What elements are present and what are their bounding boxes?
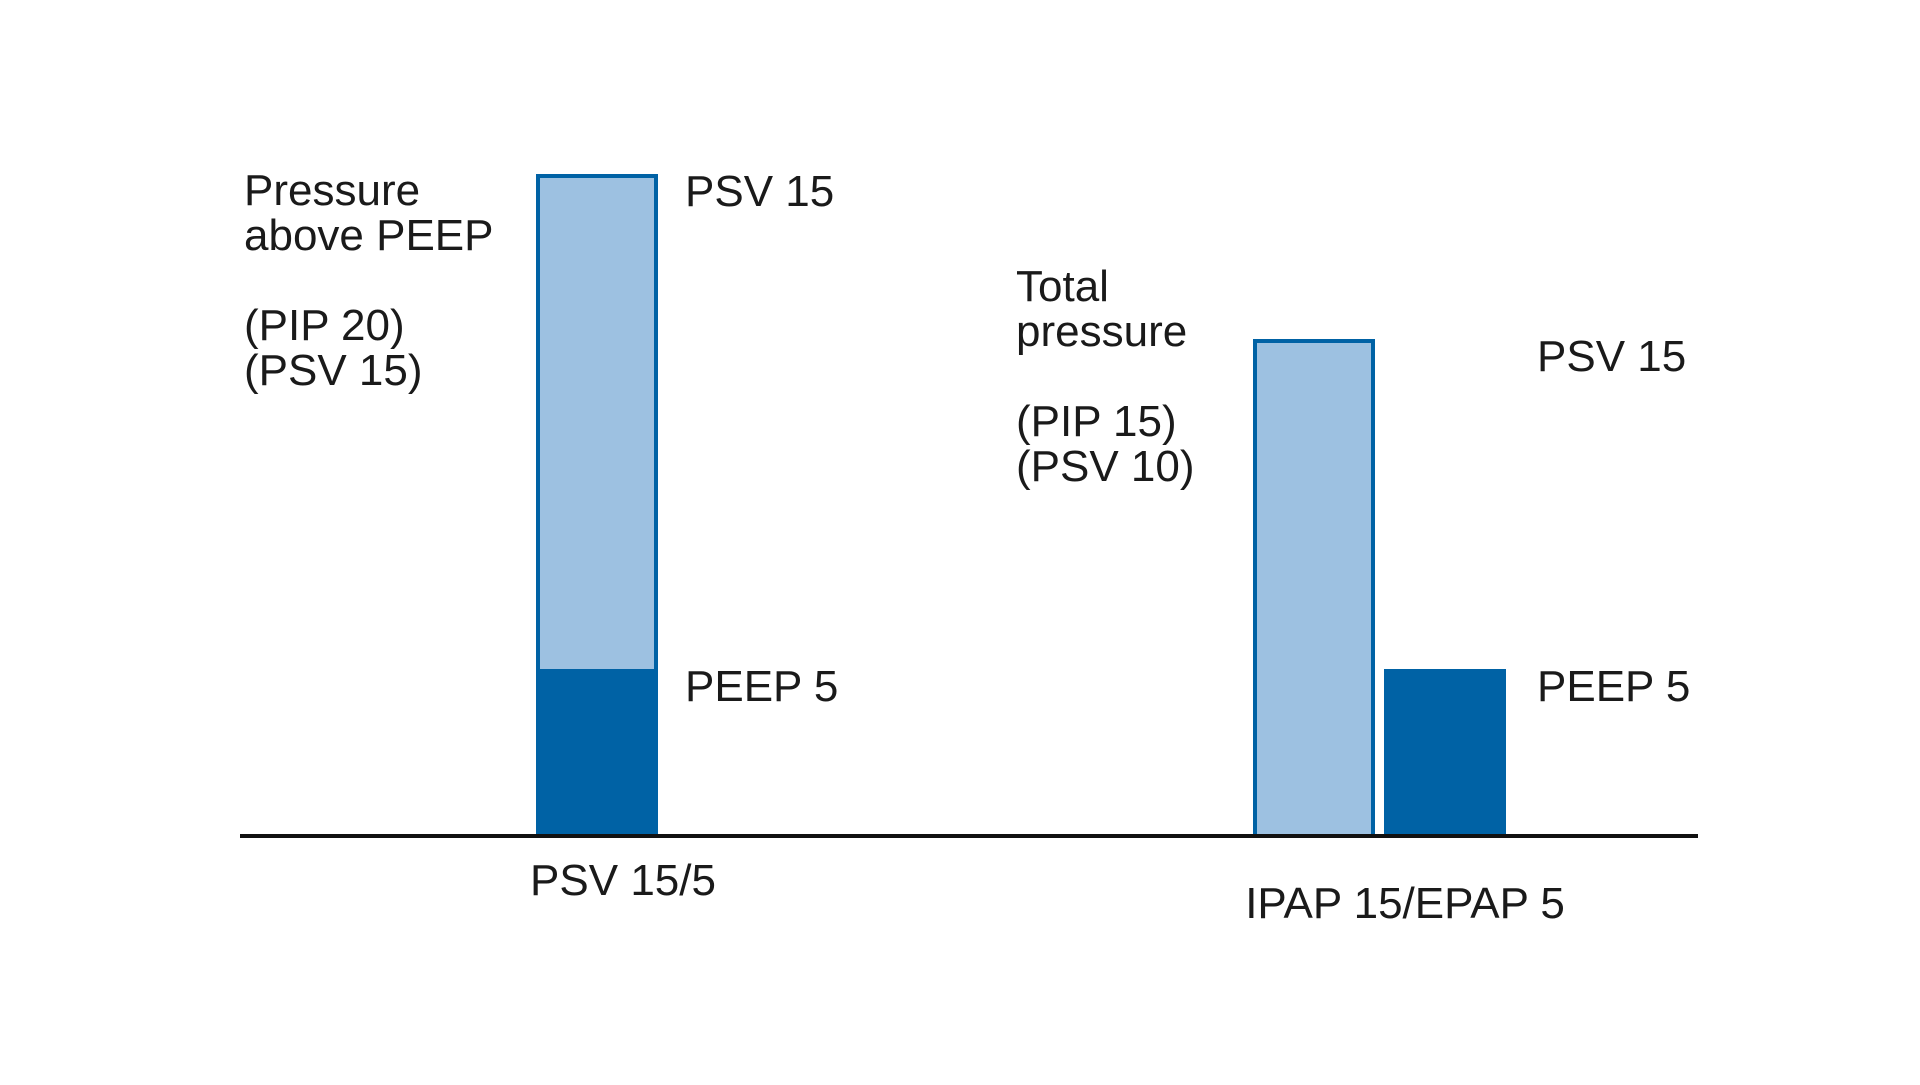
- data-label-ipap-15-epap-5-psv-15: PSV 15: [1537, 332, 1686, 381]
- bars-layer: [536, 174, 1506, 838]
- description-line: Total: [1016, 262, 1109, 311]
- data-label-ipap-15-epap-5-peep-5: PEEP 5: [1537, 662, 1690, 711]
- description-line: (PIP 20): [244, 301, 405, 350]
- description-line: (PSV 15): [244, 346, 423, 395]
- bar-psv-15-5-peep-5: [536, 669, 658, 838]
- description-ipap-15-epap-5: Total pressure (PIP 15) (PSV 10): [1016, 262, 1195, 491]
- description-line: above PEEP: [244, 211, 494, 260]
- description-psv-15-5: Pressure above PEEP (PIP 20) (PSV 15): [244, 166, 494, 395]
- bar-psv-15-5-psv-15: [536, 174, 658, 673]
- data-label-psv-15-5-peep-5: PEEP 5: [685, 662, 838, 711]
- description-line: (PSV 10): [1016, 442, 1195, 491]
- category-label-ipap-15-epap-5: IPAP 15/EPAP 5: [1245, 879, 1565, 928]
- bar-ipap-15-epap-5-psv-15: [1253, 339, 1375, 838]
- bar-ipap-15-epap-5-peep-5: [1384, 669, 1506, 838]
- description-line: (PIP 15): [1016, 397, 1177, 446]
- description-line: pressure: [1016, 307, 1187, 356]
- category-label-psv-15-5: PSV 15/5: [530, 856, 716, 905]
- description-line: Pressure: [244, 166, 420, 215]
- data-label-psv-15-5-psv-15: PSV 15: [685, 167, 834, 216]
